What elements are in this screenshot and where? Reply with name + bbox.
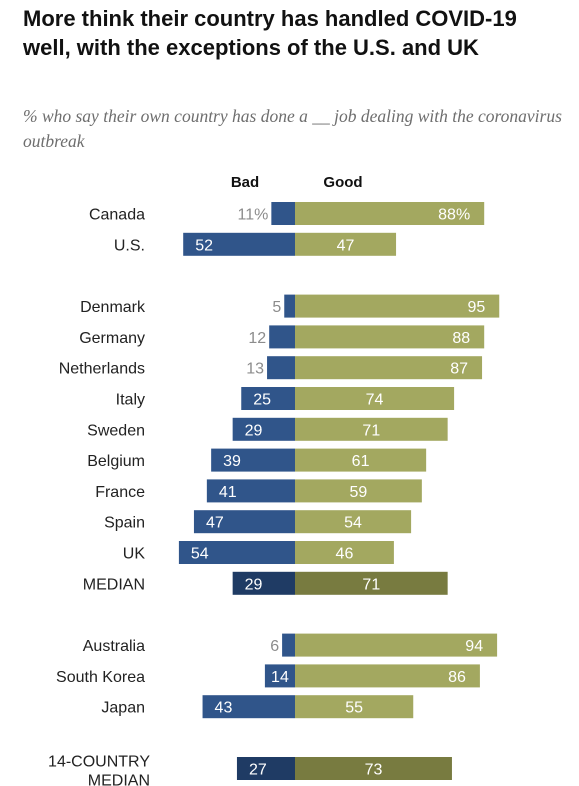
good-value-label: 71 bbox=[362, 422, 380, 439]
bad-bar bbox=[206, 479, 295, 503]
category-label: Germany bbox=[79, 330, 145, 347]
legend-bad: Bad bbox=[231, 174, 259, 191]
bad-value-label: 25 bbox=[253, 392, 271, 409]
bad-value-label: 6 bbox=[270, 638, 279, 655]
bad-bar bbox=[193, 510, 295, 534]
good-bar bbox=[295, 541, 394, 564]
good-value-label: 61 bbox=[352, 453, 370, 470]
bad-value-label: 29 bbox=[245, 422, 263, 439]
good-bar bbox=[295, 510, 412, 534]
bad-value-label: 43 bbox=[215, 700, 233, 717]
good-value-label: 46 bbox=[336, 546, 354, 563]
bad-value-label: 14 bbox=[271, 669, 289, 686]
good-value-label: 86 bbox=[448, 669, 466, 686]
bad-bar bbox=[236, 757, 295, 780]
good-value-label: 71 bbox=[362, 576, 380, 593]
bad-value-label: 5 bbox=[272, 299, 281, 316]
category-label: Netherlands bbox=[59, 361, 145, 378]
good-value-label: 47 bbox=[337, 237, 355, 254]
chart-title: More think their country has handled COV… bbox=[23, 6, 517, 60]
category-label: Italy bbox=[116, 392, 145, 409]
good-value-label: 73 bbox=[365, 762, 383, 779]
bad-bar bbox=[267, 356, 295, 380]
bad-bar bbox=[202, 695, 295, 719]
bad-value-label: 39 bbox=[223, 453, 241, 470]
bad-value-label: 11% bbox=[238, 207, 269, 224]
good-value-label: 74 bbox=[366, 392, 384, 409]
good-value-label: 95 bbox=[467, 299, 485, 316]
legend-good: Good bbox=[323, 174, 362, 191]
good-bar bbox=[295, 571, 448, 595]
good-value-label: 54 bbox=[344, 515, 362, 532]
category-label: Canada bbox=[89, 207, 145, 224]
good-bar bbox=[295, 633, 498, 657]
good-bar bbox=[295, 325, 485, 349]
category-label: Belgium bbox=[87, 453, 145, 470]
category-label: Japan bbox=[101, 700, 145, 717]
good-value-label: 88% bbox=[438, 207, 470, 224]
good-bar bbox=[295, 479, 422, 503]
good-bar bbox=[295, 695, 414, 719]
bad-bar bbox=[284, 294, 295, 318]
category-label: France bbox=[95, 484, 145, 501]
bad-value-label: 27 bbox=[249, 762, 267, 779]
good-bar bbox=[295, 356, 483, 380]
category-label: U.S. bbox=[114, 237, 145, 254]
bad-bar bbox=[241, 387, 295, 410]
good-bar bbox=[295, 664, 480, 688]
good-value-label: 94 bbox=[465, 638, 483, 655]
bad-value-label: 52 bbox=[195, 237, 213, 254]
bad-bar bbox=[232, 571, 295, 595]
bad-value-label: 47 bbox=[206, 515, 224, 532]
category-label: UK bbox=[123, 546, 146, 563]
good-value-label: 55 bbox=[345, 700, 363, 717]
bad-value-label: 13 bbox=[246, 361, 264, 378]
category-label: Denmark bbox=[80, 299, 146, 316]
good-bar bbox=[295, 202, 485, 225]
bad-value-label: 41 bbox=[219, 484, 237, 501]
bad-bar bbox=[271, 202, 295, 225]
bad-value-label: 12 bbox=[248, 330, 266, 347]
category-label: Spain bbox=[104, 515, 145, 532]
bad-value-label: 29 bbox=[245, 576, 263, 593]
category-label: MEDIAN bbox=[83, 576, 145, 593]
chart-subtitle: % who say their own country has done a _… bbox=[23, 106, 562, 151]
good-bar bbox=[295, 294, 500, 318]
good-value-label: 59 bbox=[350, 484, 368, 501]
bad-value-label: 54 bbox=[191, 546, 209, 563]
bad-bar bbox=[232, 417, 295, 441]
bad-bar bbox=[178, 541, 295, 564]
good-bar bbox=[295, 232, 397, 256]
good-bar bbox=[295, 387, 455, 410]
category-label: 14-COUNTRY MEDIAN bbox=[48, 754, 150, 786]
bad-bar bbox=[269, 325, 295, 349]
good-bar bbox=[295, 448, 427, 472]
good-value-label: 88 bbox=[452, 330, 470, 347]
good-bar bbox=[295, 417, 448, 441]
bad-bar bbox=[282, 633, 295, 657]
category-label: South Korea bbox=[56, 669, 145, 686]
bad-bar bbox=[183, 232, 295, 256]
good-value-label: 87 bbox=[450, 361, 468, 378]
bad-bar bbox=[211, 448, 295, 472]
category-label: Australia bbox=[83, 638, 145, 655]
category-label: Sweden bbox=[87, 422, 145, 439]
bad-bar bbox=[264, 664, 295, 688]
good-bar bbox=[295, 757, 452, 780]
